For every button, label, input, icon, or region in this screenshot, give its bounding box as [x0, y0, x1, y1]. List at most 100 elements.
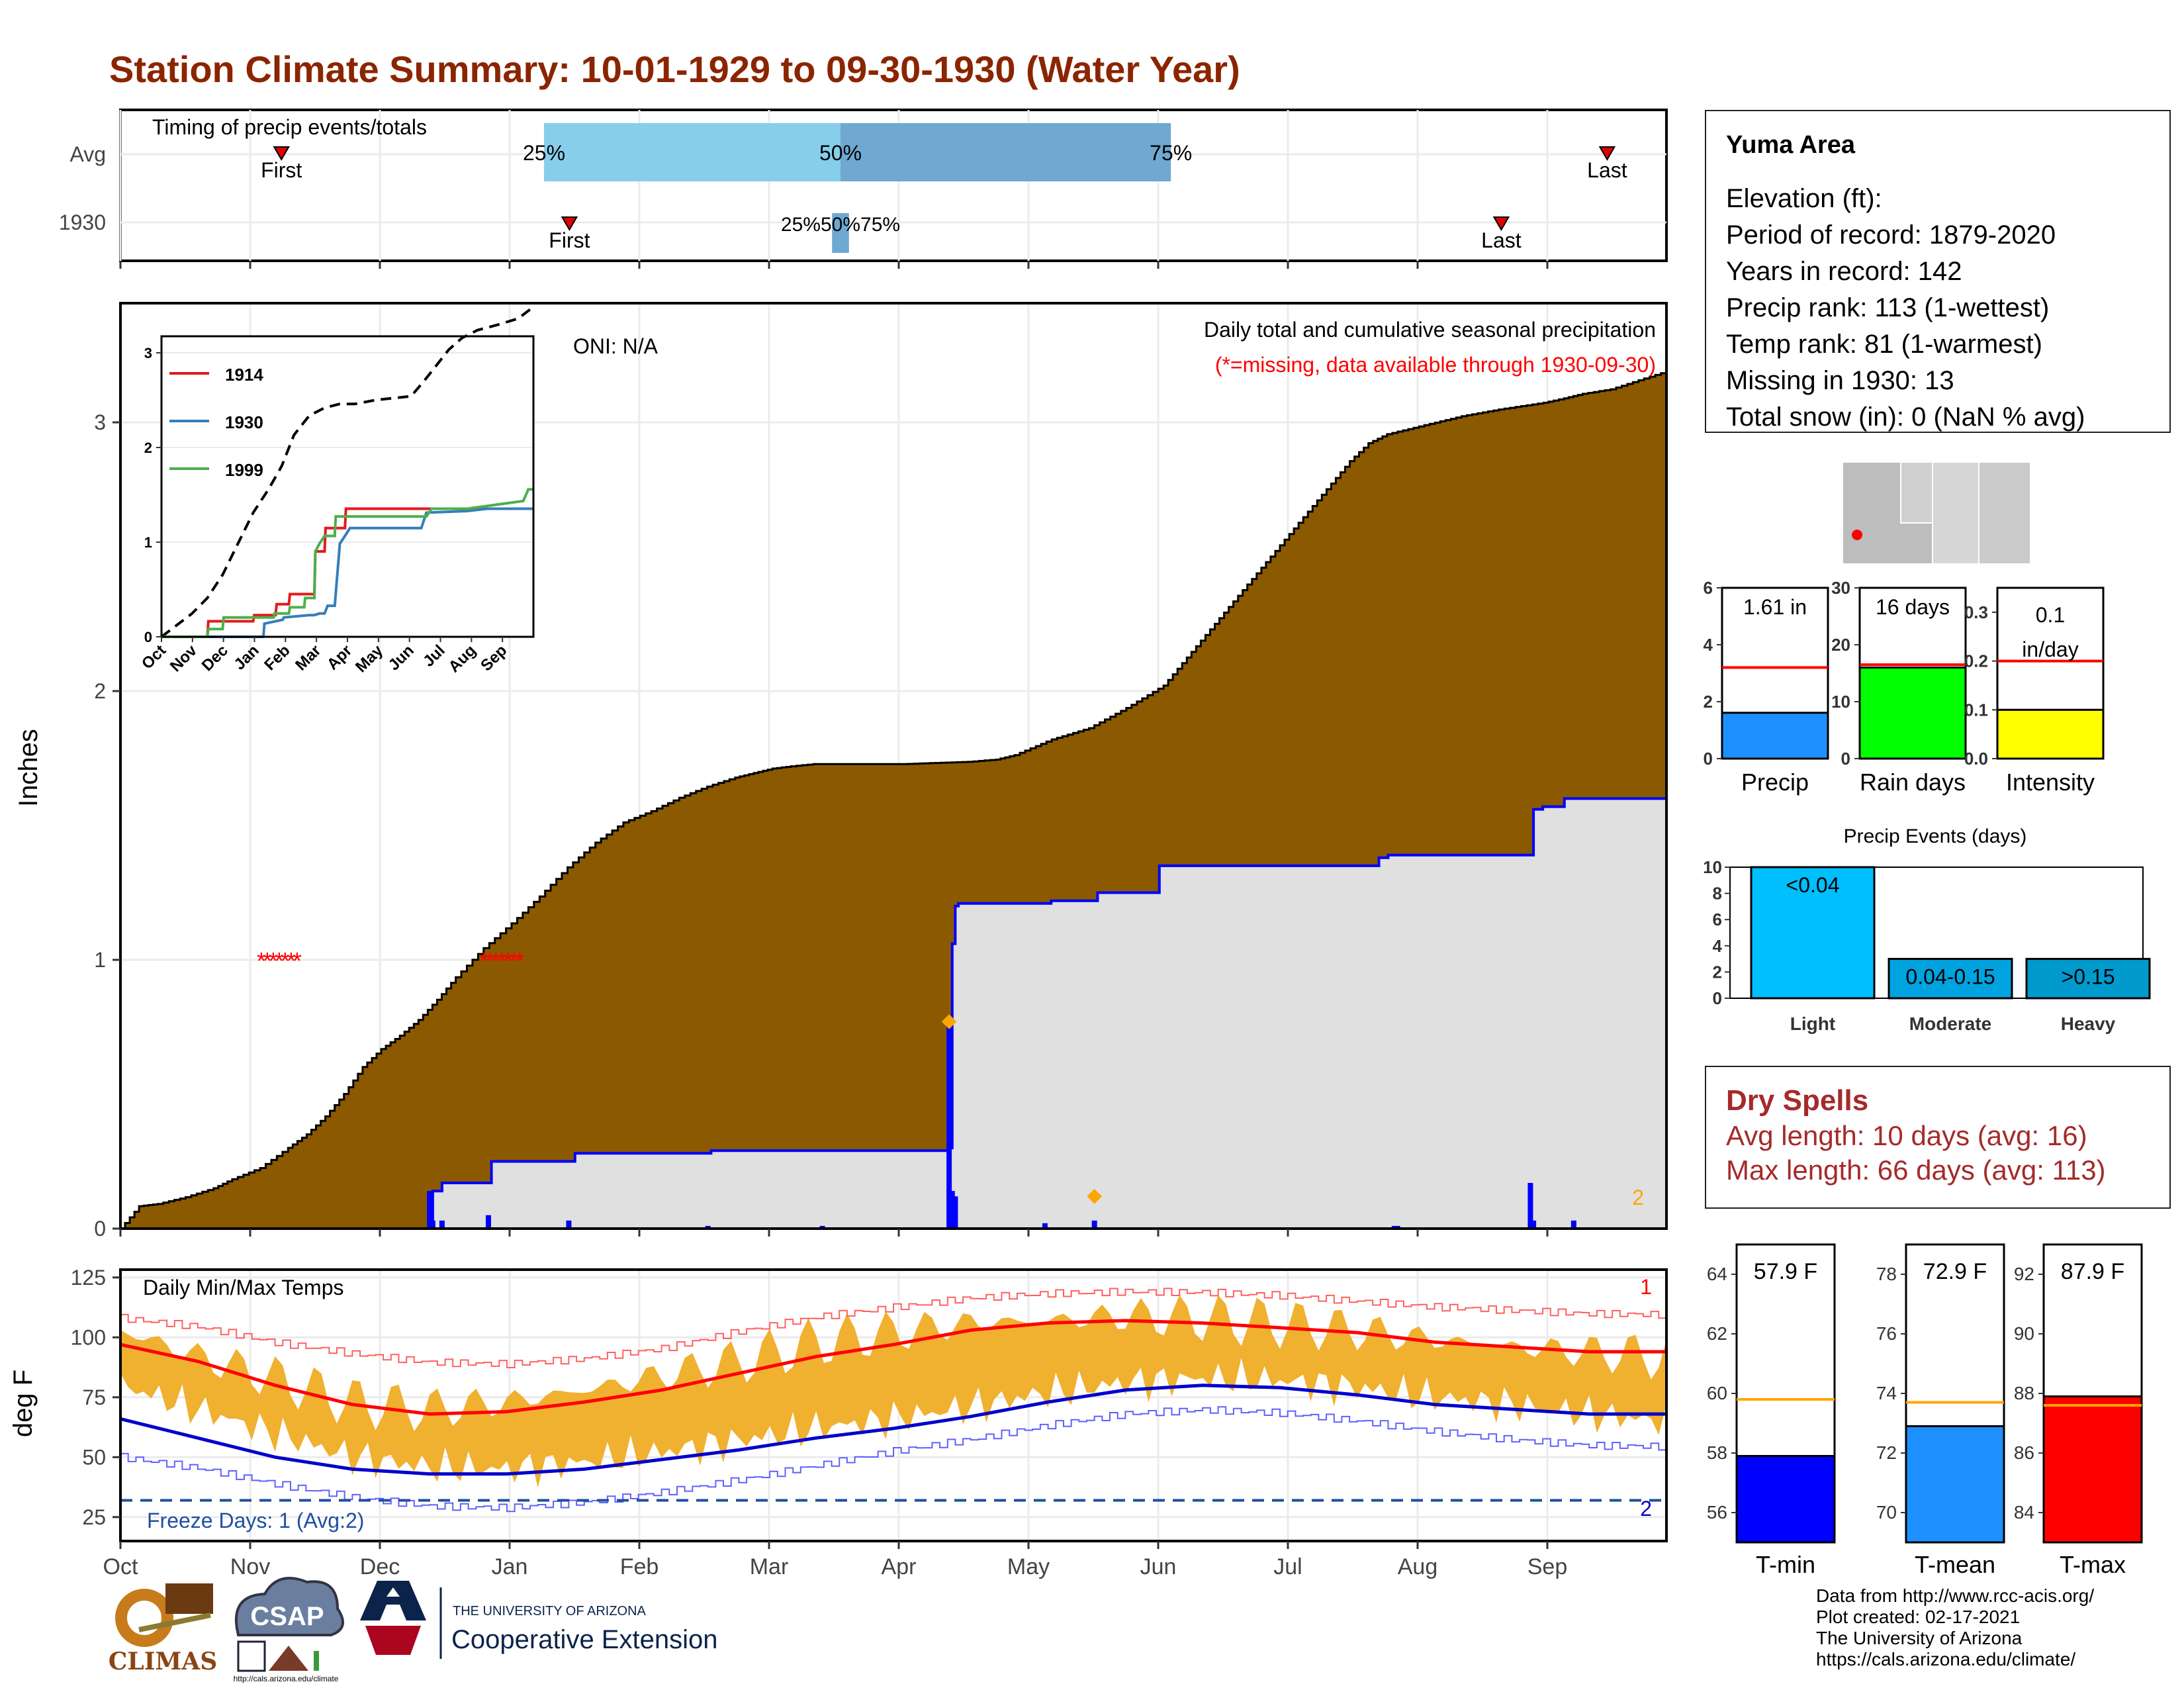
- location-map: [1842, 461, 2031, 565]
- temp-title: Daily Min/Max Temps: [143, 1276, 343, 1299]
- tmax-ytick-label: 90: [2014, 1323, 2034, 1344]
- missing-marker: *: [503, 947, 512, 974]
- precip-ytick-label: 2: [94, 679, 106, 703]
- year-quartile-bar: [832, 213, 849, 253]
- daily-precip-bars: [427, 1014, 1576, 1229]
- temp-xtick-label: Nov: [230, 1554, 270, 1579]
- record-min-line: [120, 1406, 1667, 1513]
- legend-1999: 1999: [225, 460, 263, 480]
- tmax-bar: [2042, 1395, 2143, 1544]
- year-first-label: First: [549, 228, 590, 252]
- tmax-ytick-label: 88: [2014, 1383, 2034, 1403]
- intensity-ytick-label: 0.3: [1964, 602, 1988, 622]
- legend-1914: 1914: [225, 365, 263, 385]
- map-arizona: [1932, 461, 1979, 565]
- credit-data-source: Data from http://www.rcc-acis.org/: [1816, 1585, 2095, 1606]
- precip-ytick-label: 4: [1704, 635, 1713, 655]
- raindays-ytick-label: 20: [1831, 635, 1850, 655]
- daily-bar: [1042, 1223, 1048, 1229]
- temp-ylabel: deg F: [9, 1370, 38, 1437]
- side-precip-charts: 0 2 4 6 Precip 1.61 in 0 10 20 30 Rain days 16 days…: [1704, 578, 2105, 796]
- tmin-ytick-label: 56: [1707, 1502, 1727, 1523]
- precip-value-label: 1.61 in: [1743, 595, 1807, 619]
- inset-series-1999: [161, 488, 533, 638]
- tmax-value-label: 87.9 F: [2061, 1259, 2124, 1284]
- side-temp-charts: 56 58 60 62 64 57.9 F T-min 70 72 74 76 78 72.9 F T-m…: [1707, 1243, 2143, 1578]
- page-title: Station Climate Summary: 10-01-1929 to 0…: [109, 48, 1240, 90]
- avg-quartile-25-50-bar: [544, 123, 841, 181]
- avg-last-label: Last: [1587, 158, 1627, 182]
- station-name: Yuma Area: [1726, 131, 1856, 159]
- events-ytick-label: 4: [1713, 936, 1723, 956]
- tmean-ytick-label: 72: [1876, 1442, 1897, 1463]
- avg-max-line: [120, 1319, 1666, 1416]
- events-ytick-label: 10: [1703, 857, 1722, 877]
- tmean-ytick-label: 74: [1876, 1383, 1897, 1403]
- raindays-ytick-label: 30: [1831, 578, 1850, 598]
- daily-bar: [1394, 1225, 1400, 1229]
- temp-xtick-label: May: [1007, 1554, 1050, 1579]
- tmin-ytick-label: 64: [1707, 1264, 1727, 1284]
- missing-marker: *: [257, 947, 266, 974]
- raindays-ytick-label: 10: [1831, 692, 1850, 712]
- missing-marker: *: [479, 947, 488, 974]
- avg-last-marker: [1598, 146, 1616, 161]
- intensity-value-unit: in/day: [2022, 637, 2078, 661]
- avg-quartile-50-75-bar: [841, 123, 1171, 181]
- daily-bar: [1527, 1182, 1533, 1229]
- avg-25-label: 25%: [523, 141, 565, 165]
- temp-xtick-label: Jan: [492, 1554, 528, 1579]
- temp-ytick-label: 25: [82, 1505, 106, 1529]
- daily-bar: [1391, 1225, 1397, 1229]
- daily-bar: [819, 1225, 825, 1229]
- temp-top-label: 1: [1640, 1275, 1652, 1299]
- intensity-value-label: 0.1: [2036, 603, 2065, 627]
- events-bar-heavy: [2025, 958, 2151, 1000]
- temp-xtick-label: Mar: [750, 1554, 789, 1579]
- tmax-ytick-label: 86: [2014, 1442, 2034, 1463]
- ua-big-text: Cooperative Extension: [451, 1625, 717, 1654]
- inset-ytick-label: 2: [144, 440, 152, 456]
- daily-bar: [566, 1220, 572, 1229]
- ua-logo: THE UNIVERSITY OF ARIZONA Cooperative Ex…: [360, 1581, 717, 1659]
- station-location-dot: [1852, 530, 1862, 540]
- precip-mini-chart: 0 2 4 6 Precip 1.61 in: [1704, 578, 1829, 796]
- missing-marker: *: [497, 947, 506, 974]
- inset-ytick-label: 3: [144, 345, 152, 361]
- tmean-mini-chart: 70 72 74 76 78 72.9 F T-mean: [1876, 1243, 2005, 1578]
- station-period: Period of record: 1879-2020: [1726, 220, 2056, 250]
- avg-daily-marker: [1087, 1188, 1102, 1204]
- climas-text: CLIMAS: [109, 1648, 218, 1675]
- events-bar-label: 0.04-0.15: [1905, 965, 1995, 989]
- inset-ytick-label: 1: [144, 534, 152, 551]
- inset-legend: 1914 1930 1999: [169, 365, 263, 480]
- tmean-ytick-label: 78: [1876, 1264, 1897, 1284]
- csap-text: CSAP: [250, 1602, 324, 1631]
- missing-marker: *: [485, 947, 494, 974]
- precip-note: Daily total and cumulative seasonal prec…: [1204, 318, 1656, 342]
- events-bar-light: [1750, 866, 1876, 1000]
- intensity-mini-chart: 0.0 0.1 0.2 0.3 Intensity 0.1 in/day: [1964, 586, 2105, 796]
- tmax-label: T-max: [2060, 1551, 2126, 1578]
- temp-xtick-label: Dec: [360, 1554, 400, 1579]
- events-ytick-label: 6: [1713, 910, 1722, 929]
- precip-ytick-label: 3: [94, 410, 106, 434]
- timing-label: Timing of precip events/totals: [152, 115, 427, 139]
- temp-xtick-label: Oct: [103, 1554, 138, 1579]
- avg-first-label: First: [261, 158, 302, 182]
- events-category-label: Heavy: [2061, 1013, 2116, 1034]
- tmin-mini-chart: 56 58 60 62 64 57.9 F T-min: [1707, 1243, 1836, 1578]
- temp-xtick-label: Jun: [1140, 1554, 1177, 1579]
- daily-bar: [705, 1225, 711, 1229]
- climas-logo: CLIMAS: [109, 1583, 218, 1675]
- precip-label: Precip: [1741, 769, 1809, 796]
- avg-50-label: 50%: [819, 141, 862, 165]
- station-info-box: Yuma Area Elevation (ft): Period of reco…: [1705, 110, 2171, 433]
- temp-ytick-label: 100: [71, 1325, 106, 1349]
- missing-marker: *: [281, 947, 290, 974]
- station-snow: Total snow (in): 0 (NaN % avg): [1726, 402, 2085, 432]
- tmean-ytick-label: 70: [1876, 1502, 1897, 1523]
- credit-url: https://cals.arizona.edu/climate/: [1816, 1649, 2076, 1669]
